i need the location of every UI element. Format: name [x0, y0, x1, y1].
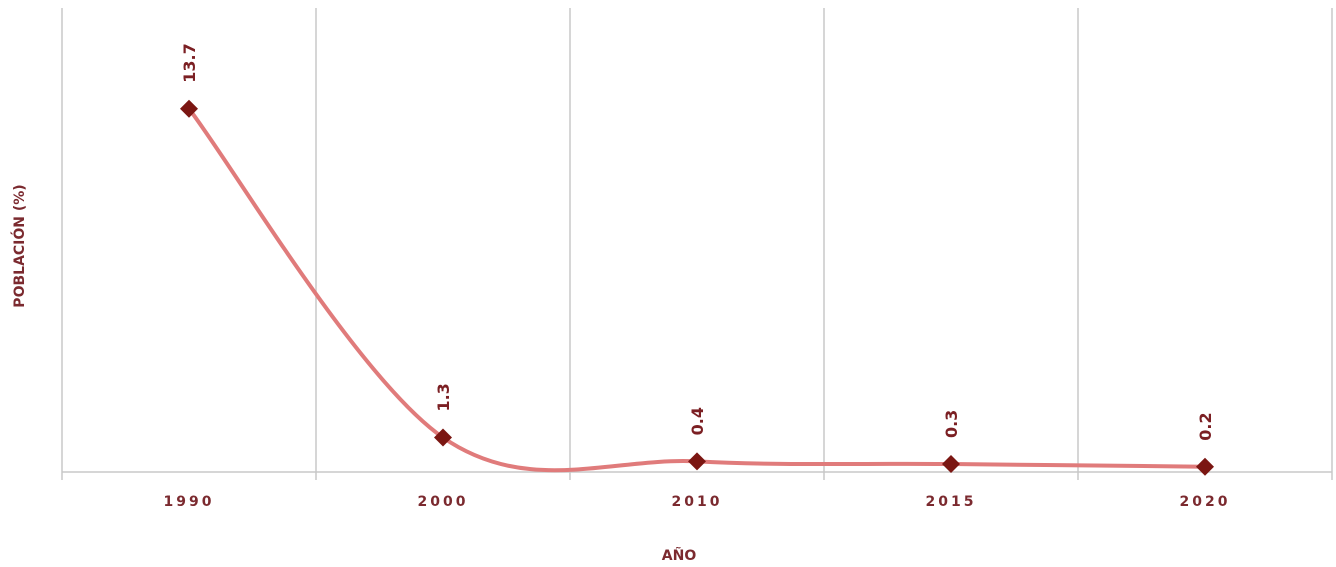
x-tick-label: 2010 [672, 494, 723, 510]
series-line [187, 106, 1207, 473]
data-point-marker [1196, 457, 1214, 476]
data-point-marker [180, 99, 198, 118]
data-point-marker [688, 452, 706, 471]
y-axis-title: POBLACIÓN (%) [10, 184, 28, 307]
data-label: 13.7 [180, 43, 199, 82]
data-markers [180, 99, 1214, 476]
data-label: 1.3 [434, 383, 453, 411]
data-label: 0.2 [1196, 412, 1215, 440]
data-point-marker [434, 428, 452, 447]
x-tick-label: 1990 [164, 494, 215, 510]
x-axis-title: AÑO [662, 547, 697, 564]
x-tick-label: 2015 [926, 494, 977, 510]
data-label: 0.3 [942, 410, 961, 438]
grid-lines [61, 8, 1333, 480]
data-point-marker [942, 455, 960, 474]
x-tick-labels: 1990 2000 2010 2015 2020 [164, 494, 1231, 510]
x-tick-label: 2020 [1180, 494, 1231, 510]
data-label: 0.4 [688, 407, 707, 435]
x-tick-label: 2000 [418, 494, 469, 510]
data-labels: 13.7 1.3 0.4 0.3 0.2 [180, 43, 1215, 440]
